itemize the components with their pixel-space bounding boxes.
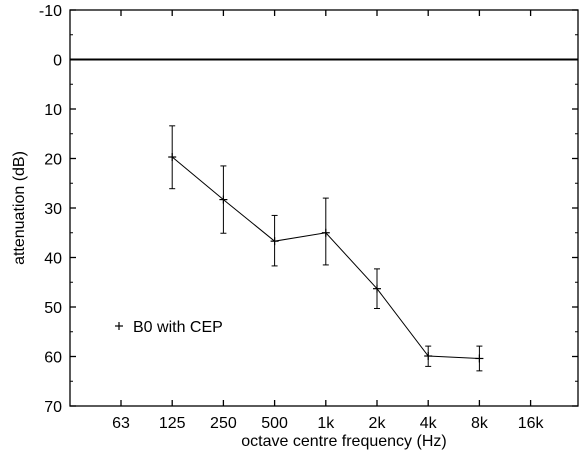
- x-tick-label: 8k: [471, 415, 489, 432]
- y-tick-label: 20: [44, 152, 62, 169]
- x-tick-label: 500: [261, 415, 288, 432]
- x-axis-ticks: 63 125 250 500 1k 2k 4k 8k 16k: [112, 10, 544, 432]
- x-tick-label: 4k: [420, 415, 438, 432]
- plot-area: [168, 125, 484, 372]
- y-axis-ticks: -10 0 10 20 30 40 50 60 70: [39, 3, 578, 416]
- x-tick-label: 63: [112, 415, 130, 432]
- y-tick-label: -10: [39, 3, 62, 20]
- x-tick-label: 125: [159, 415, 186, 432]
- y-tick-label: 0: [53, 53, 62, 70]
- axes: [69, 9, 579, 407]
- legend-entry: B0 with CEP: [133, 319, 223, 336]
- x-axis-title: octave centre frequency (Hz): [241, 433, 446, 450]
- y-tick-label: 70: [44, 399, 62, 416]
- x-tick-label: 16k: [518, 415, 545, 432]
- y-tick-label: 60: [44, 350, 62, 367]
- plot-frame: [69, 9, 579, 407]
- y-tick-label: 10: [44, 102, 62, 119]
- y-tick-label: 30: [44, 201, 62, 218]
- y-axis-title: attenuation (dB): [11, 151, 28, 265]
- y-tick-label: 40: [44, 251, 62, 268]
- legend: B0 with CEP: [115, 319, 223, 336]
- x-tick-label: 250: [210, 415, 237, 432]
- y-tick-label: 50: [44, 300, 62, 317]
- x-tick-label: 2k: [369, 415, 387, 432]
- x-tick-label: 1k: [317, 415, 335, 432]
